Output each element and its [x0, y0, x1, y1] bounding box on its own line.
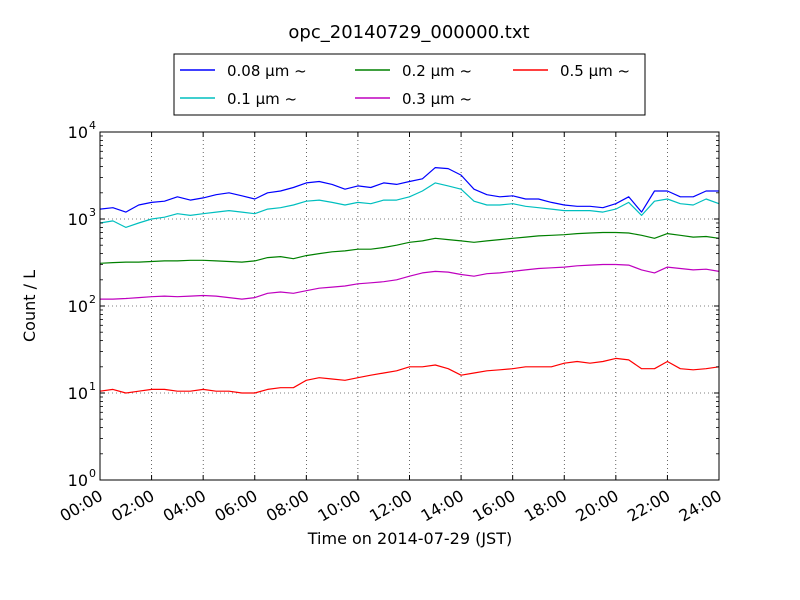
legend-label: 0.1 μm ~ [227, 90, 297, 108]
legend-entry: 0.3 μm ~ [355, 90, 472, 108]
chart-title: opc_20140729_000000.txt [288, 22, 529, 43]
legend-label: 0.08 μm ~ [227, 62, 307, 80]
x-tick-labels: 00:00 02:00 04:00 06:00 08:00 10:00 12:00 14:00… [57, 486, 725, 526]
y-tick-label: 10 2 [68, 293, 96, 316]
x-tick-label: 02:00 [108, 486, 157, 526]
y-tick-label-base: 10 [68, 471, 88, 490]
x-tick-label: 08:00 [263, 486, 312, 526]
y-axis-label: Count / L [20, 270, 39, 342]
legend-entry: 0.1 μm ~ [180, 90, 297, 108]
y-tick-label-exponent: 0 [89, 467, 96, 480]
grid-lines [100, 132, 719, 480]
legend-entry: 0.08 μm ~ [180, 62, 307, 80]
x-axis-label: Time on 2014-07-29 (JST) [307, 529, 512, 548]
series-line [99, 357, 720, 394]
series-line [99, 182, 720, 228]
y-tick-label-base: 10 [68, 210, 88, 229]
y-tick-label: 10 1 [68, 380, 96, 403]
y-tick-label-base: 10 [68, 297, 88, 316]
x-tick-label: 00:00 [57, 486, 106, 526]
series-lines [99, 167, 720, 394]
series-line [99, 167, 719, 213]
y-tick-label-exponent: 1 [89, 380, 96, 393]
x-tick-label: 24:00 [676, 486, 725, 526]
legend-label: 0.5 μm ~ [560, 62, 630, 80]
legend-label: 0.3 μm ~ [402, 90, 472, 108]
x-tick-label: 14:00 [418, 486, 467, 526]
legend-entry: 0.2 μm ~ [355, 62, 472, 80]
y-tick-label-exponent: 2 [89, 293, 96, 306]
y-tick-label-exponent: 4 [89, 119, 96, 132]
y-tick-label-exponent: 3 [89, 206, 96, 219]
x-tick-label: 06:00 [211, 486, 260, 526]
x-tick-label: 20:00 [572, 486, 621, 526]
x-tick-label: 10:00 [314, 486, 363, 526]
series-line [99, 231, 720, 264]
series-line [100, 263, 720, 300]
axis-ticks [99, 131, 720, 481]
x-tick-label: 04:00 [160, 486, 209, 526]
y-tick-label: 10 4 [68, 119, 96, 142]
y-tick-label-base: 10 [68, 123, 88, 142]
legend-label: 0.2 μm ~ [402, 62, 472, 80]
legend-box [173, 53, 646, 116]
legend-entry: 0.5 μm ~ [513, 62, 630, 80]
y-tick-label: 10 0 [68, 467, 96, 490]
x-tick-label: 12:00 [366, 486, 415, 526]
y-tick-label: 10 3 [68, 206, 96, 229]
y-tick-label-base: 10 [68, 384, 88, 403]
x-tick-label: 18:00 [521, 486, 570, 526]
legend: 0.08 μm ~ 0.1 μm ~ 0.2 μm ~ 0.3 μm ~ 0.5 μm … [173, 53, 646, 116]
x-tick-label: 16:00 [469, 486, 518, 526]
x-tick-label: 22:00 [624, 486, 673, 526]
